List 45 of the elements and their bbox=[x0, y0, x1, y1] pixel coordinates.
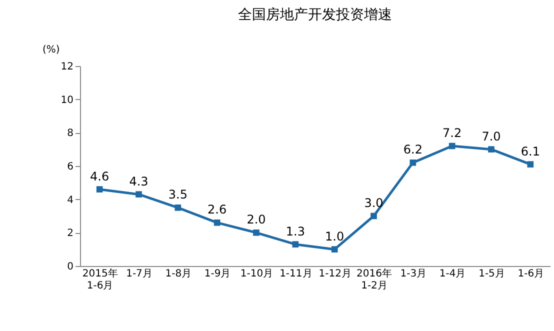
point bbox=[174, 204, 182, 211]
point bbox=[331, 246, 338, 252]
y-tick-label: 10 bbox=[60, 94, 74, 106]
point bbox=[214, 220, 220, 226]
text: 2.0 bbox=[246, 212, 266, 227]
point bbox=[292, 241, 299, 248]
x-tick-label: 2016年 1-2月 bbox=[356, 268, 392, 292]
x-tick-label: 1-4月 bbox=[439, 268, 466, 280]
x-tick-label: 1-7月 bbox=[126, 268, 152, 280]
point bbox=[527, 161, 534, 168]
point bbox=[488, 146, 494, 152]
x-tick-label: 1-9月 bbox=[204, 268, 231, 280]
x-tick-label: 1-6月 bbox=[518, 268, 544, 280]
text: 1.0 bbox=[325, 229, 344, 244]
point bbox=[96, 186, 103, 192]
y-tick-label: 0 bbox=[67, 262, 74, 272]
text: 3.5 bbox=[168, 188, 188, 202]
text: 6.1 bbox=[520, 144, 540, 158]
text: 7.0 bbox=[482, 129, 501, 144]
text: 1.3 bbox=[286, 224, 305, 238]
point bbox=[136, 191, 142, 198]
y-tick-label: 8 bbox=[67, 128, 74, 140]
x-tick-label: 2015年 1-6月 bbox=[82, 268, 118, 292]
point bbox=[370, 212, 377, 220]
y-tick-label: 4 bbox=[67, 194, 74, 206]
x-tick-label: 1-3月 bbox=[400, 268, 427, 280]
y-tick-label: 2 bbox=[67, 228, 74, 240]
y-tick-label: 6 bbox=[67, 162, 74, 172]
text: 6.2 bbox=[403, 142, 422, 157]
point bbox=[253, 230, 260, 236]
x-tick-label: 1-10月 bbox=[240, 268, 274, 280]
point bbox=[410, 160, 416, 166]
point bbox=[448, 142, 456, 150]
y-axis-title: (%) bbox=[42, 44, 60, 56]
chart-title: 全国房地产开发投资增速 bbox=[238, 7, 392, 23]
text: 4.6 bbox=[90, 169, 110, 184]
x-tick-label: 1-12月 bbox=[318, 268, 352, 280]
x-tick-label: 1-11月 bbox=[280, 268, 312, 280]
text: 3.0 bbox=[364, 196, 384, 210]
text: 4.3 bbox=[129, 174, 148, 188]
text: 7.2 bbox=[442, 126, 462, 140]
y-tick-label: 12 bbox=[60, 62, 74, 72]
text: 2.6 bbox=[208, 202, 227, 217]
x-tick-label: 1-5月 bbox=[478, 268, 505, 280]
x-tick-label: 1-8月 bbox=[165, 268, 192, 280]
